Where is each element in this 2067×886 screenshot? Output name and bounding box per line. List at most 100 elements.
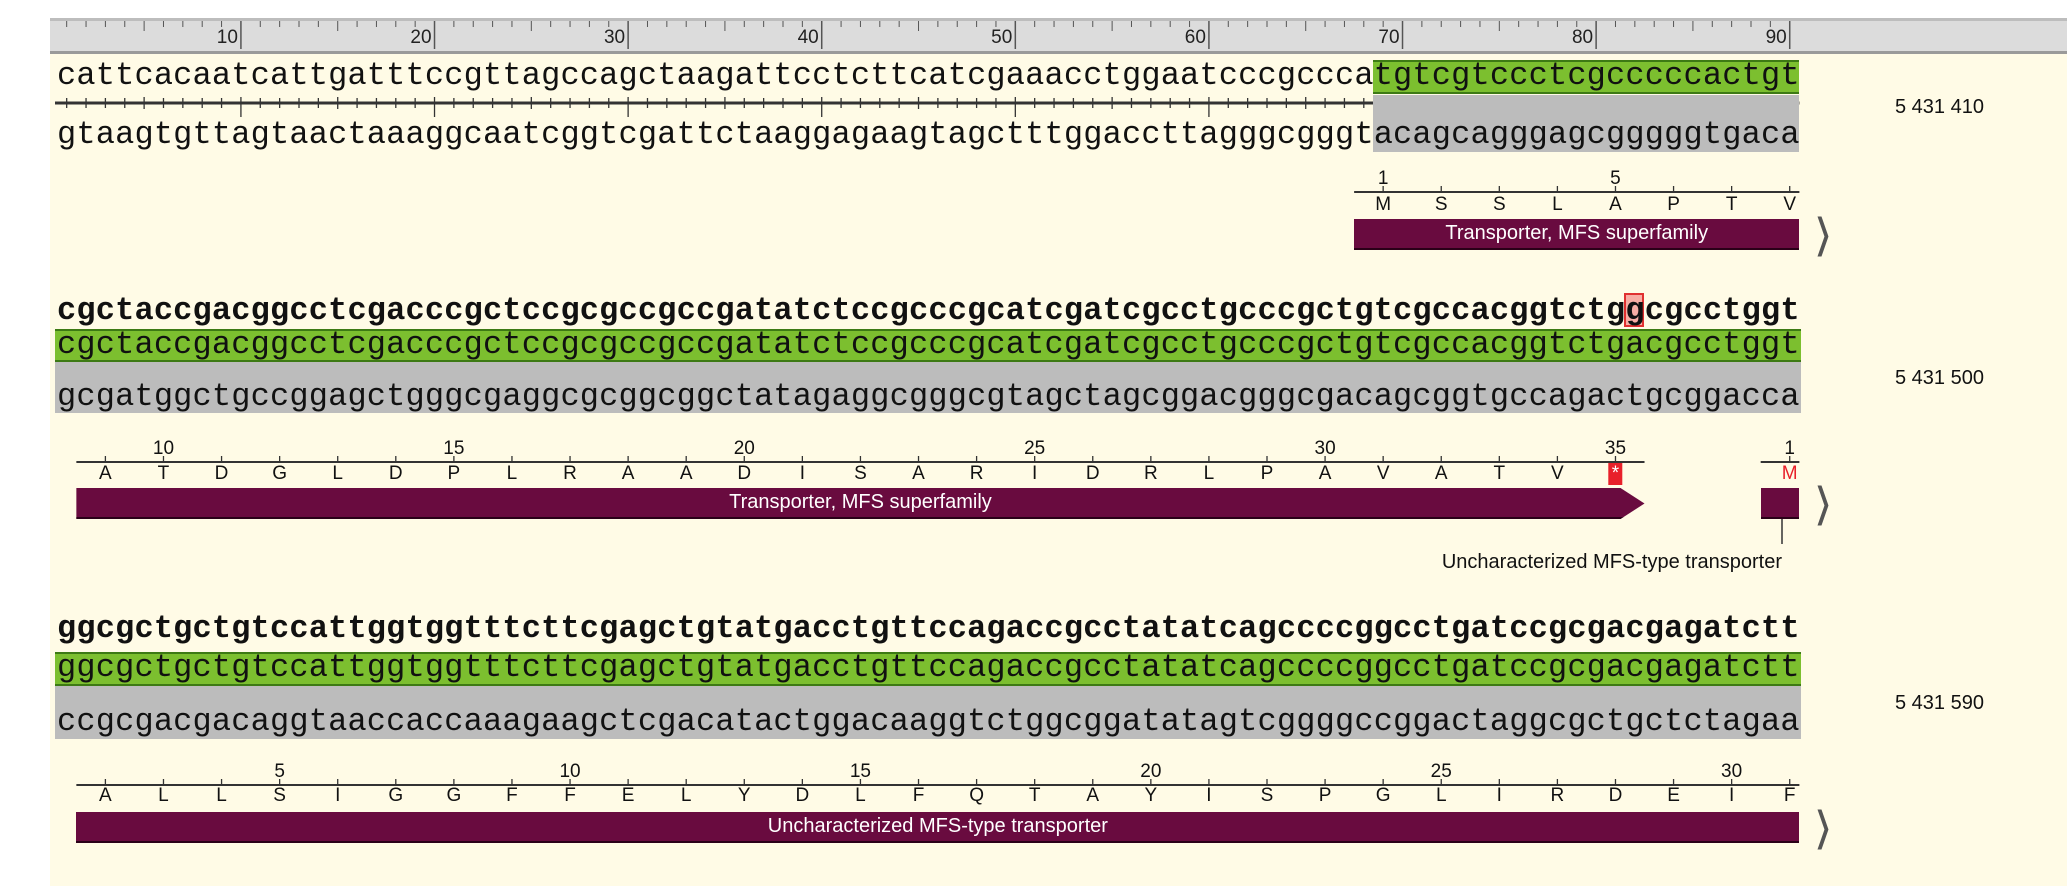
amino-acid: D (1085, 463, 1100, 484)
feature-bar[interactable]: Transporter, MFS superfamily (1354, 219, 1800, 250)
amino-acid: L (1435, 785, 1447, 806)
amino-acid: L (506, 463, 518, 484)
feature-label: Transporter, MFS superfamily (1445, 222, 1709, 244)
genome-coordinate: 5 431 500 (1895, 367, 1984, 389)
amino-acid: P (1667, 194, 1680, 215)
genome-coordinate: 5 431 410 (1895, 96, 1984, 118)
amino-acid: V (1783, 194, 1797, 215)
amino-acid: I (1206, 785, 1212, 806)
amino-acid: R (1143, 463, 1158, 484)
residue-number: 30 (1314, 438, 1336, 459)
amino-acid: Y (737, 785, 751, 806)
residue-number: 10 (152, 438, 175, 459)
amino-acid: F (1783, 785, 1796, 806)
amino-acid: F (564, 785, 576, 806)
ruler-label: 40 (797, 27, 819, 48)
direction-arrow-icon: ❭ (1811, 480, 1835, 526)
direction-arrow-icon: ❭ (1811, 804, 1835, 850)
amino-acid: D (1608, 785, 1623, 806)
amino-acid: I (1496, 785, 1502, 806)
amino-acid: A (621, 463, 635, 484)
alignment-highlight (55, 652, 1801, 686)
aligned-sequence[interactable]: ggcgctgctgtccattggtggtttcttcgagctgtatgac… (57, 649, 1800, 686)
alignment-highlight (55, 329, 1801, 362)
mismatch-highlight[interactable] (1624, 293, 1644, 327)
amino-acid: S (1260, 785, 1274, 806)
amino-acid: D (737, 463, 752, 484)
amino-acid: A (912, 463, 925, 484)
amino-acid: L (1552, 194, 1563, 215)
reverse-highlight (55, 686, 1801, 739)
position-ruler[interactable] (50, 18, 2067, 54)
feature-bar[interactable]: Uncharacterized MFS-type transporter (76, 812, 1800, 843)
amino-acid: R (563, 463, 577, 484)
residue-number: 20 (1140, 761, 1162, 782)
residue-number: 25 (1430, 761, 1452, 782)
residue-number: 15 (849, 761, 872, 782)
ruler-label: 90 (1765, 27, 1787, 48)
amino-acid: T (1725, 194, 1738, 215)
reverse-strand[interactable]: gtaagtgttagtaactaaaggcaatcggtcgattctaagg… (57, 116, 1800, 153)
amino-acid: D (388, 463, 403, 484)
amino-acid: P (1260, 463, 1274, 484)
residue-number: 30 (1721, 761, 1743, 782)
amino-acid: D (214, 463, 229, 484)
amino-acid: G (272, 463, 288, 484)
feature-bar[interactable]: Transporter, MFS superfamily (76, 488, 1644, 519)
amino-acid: L (680, 785, 692, 806)
amino-acid: L (216, 785, 227, 806)
amino-acid: A (1609, 194, 1622, 215)
amino-acid: I (1728, 785, 1735, 806)
ruler-label: 30 (603, 27, 626, 48)
amino-acid: G (388, 785, 404, 806)
aligned-sequence[interactable]: cgctaccgacggcctcgacccgctccgcgccgccgatatc… (57, 326, 1800, 363)
feature-bar[interactable] (1760, 488, 1800, 519)
ruler-label: 70 (1378, 27, 1400, 48)
amino-acid: A (99, 785, 112, 806)
reverse-strand[interactable]: gcgatggctgccggagctgggcgaggcgcggcggctatag… (57, 378, 1800, 415)
amino-acid: I (799, 463, 805, 484)
ruler-label: 50 (991, 27, 1013, 48)
amino-acid: S (1434, 194, 1448, 215)
residue-number: 10 (559, 761, 581, 782)
amino-acid: R (1550, 785, 1565, 806)
residue-number: 5 (274, 761, 285, 782)
amino-acid: D (795, 785, 810, 806)
direction-arrow-icon: ❭ (1811, 211, 1835, 257)
amino-acid: M (1375, 194, 1392, 215)
residue-number: 20 (733, 438, 755, 459)
residue-number: 15 (443, 438, 465, 459)
amino-acid: A (1434, 463, 1448, 484)
amino-acid: P (447, 463, 461, 484)
amino-acid: M (1781, 463, 1798, 484)
read-sequence[interactable]: ggcgctgctgtccattggtggtttcttcgagctgtatgac… (57, 610, 1800, 647)
amino-acid: T (1493, 463, 1506, 484)
amino-acid: V (1551, 463, 1564, 484)
feature-label: Uncharacterized MFS-type transporter (1441, 551, 1782, 573)
amino-acid: G (446, 785, 462, 806)
ruler-label: 10 (216, 27, 238, 48)
amino-acid: L (1203, 463, 1215, 484)
reverse-strand[interactable]: ccgcgacgacaggtaaccaccaaagaagctcgacatactg… (57, 703, 1800, 740)
read-sequence[interactable]: cgctaccgacggcctcgacccgctccgcgccgccgatatc… (57, 292, 1800, 329)
residue-number: 1 (1784, 438, 1796, 459)
amino-acid: S (273, 785, 286, 806)
ruler-label: 20 (410, 27, 432, 48)
amino-acid: L (332, 463, 344, 484)
amino-acid: A (99, 463, 112, 484)
amino-acid: I (1032, 463, 1038, 484)
amino-acid: E (621, 785, 635, 806)
feature-label: Uncharacterized MFS-type transporter (767, 815, 1108, 837)
amino-acid: P (1318, 785, 1332, 806)
alignment-highlight (1373, 60, 1799, 94)
amino-acid: Y (1144, 785, 1158, 806)
residue-number: 25 (1024, 438, 1046, 459)
feature-label: Transporter, MFS superfamily (729, 491, 992, 513)
ruler-label: 80 (1571, 27, 1594, 48)
residue-number: 1 (1377, 168, 1389, 189)
amino-acid: T (157, 463, 170, 484)
amino-acid: F (506, 785, 518, 806)
sequence-view (50, 18, 2067, 886)
forward-strand[interactable]: cattcacaatcattgatttccgttagccagctaagattcc… (57, 57, 1800, 94)
amino-acid: L (158, 785, 169, 806)
